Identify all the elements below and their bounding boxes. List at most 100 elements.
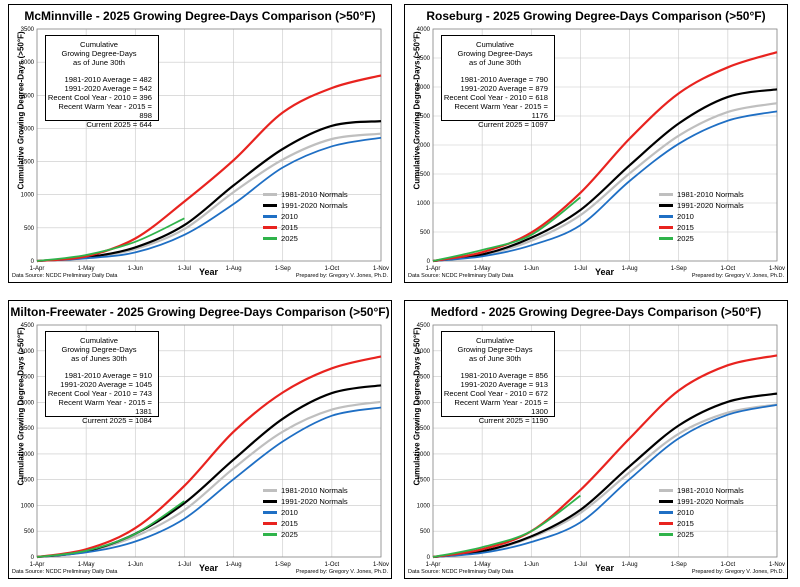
y-tick-label: 2500 (417, 426, 431, 432)
legend-swatch (263, 533, 277, 536)
legend-item: 2025 (263, 529, 348, 540)
chart-panel-mcminnville: 0 500 1000 1500 2000 2500 3000 3500 1-Apr 1-May 1-… (8, 4, 392, 283)
chart-panel-medford: 0 500 1000 1500 2000 2500 3000 3500 4000 4500 1-Ap… (404, 300, 788, 579)
chart-title: Roseburg - 2025 Growing Degree-Days Comp… (426, 9, 766, 23)
info-line: 1991-2020 Average = 879 (460, 84, 548, 93)
legend: 1981-2010 Normals 1991-2020 Normals 2010 20… (659, 485, 744, 540)
series-line-y2025 (36, 217, 185, 262)
plot-area (432, 324, 778, 558)
info-line: Recent Cool Year - 2010 = 396 (47, 93, 152, 102)
x-tick-label: 1-Sep (671, 266, 688, 272)
legend-label: 2025 (677, 530, 694, 539)
data-source-note: Data Source: NCDC Preliminary Daily Data (408, 273, 514, 279)
legend-item: 1981-2010 Normals (659, 189, 744, 200)
legend-item: 2015 (659, 518, 744, 529)
series-line-n9120 (432, 88, 778, 263)
chart-svg: 0 500 1000 1500 2000 2500 3000 3500 4000 4500 1-Ap… (21, 323, 389, 568)
legend-swatch (263, 204, 277, 207)
legend-swatch (659, 522, 673, 525)
legend-item: 2015 (263, 222, 348, 233)
legend-label: 2010 (677, 508, 694, 517)
info-line: Recent Cool Year - 2010 = 618 (443, 93, 548, 102)
y-axis-label: Cumulative Growing Degree-Days (>50°F) (16, 31, 26, 190)
y-tick-label: 4000 (417, 27, 431, 33)
chart-title: Milton-Freewater - 2025 Growing Degree-D… (10, 305, 390, 319)
info-line: 1981-2010 Average = 790 (460, 75, 548, 84)
info-line: Current 2025 = 1097 (478, 120, 548, 129)
y-tick-label: 4000 (417, 349, 431, 355)
y-tick-label: 500 (24, 529, 35, 535)
info-header-line: Cumulative (80, 336, 118, 345)
data-source-note: Data Source: NCDC Preliminary Daily Data (12, 569, 118, 575)
x-tick-label: 1-Nov (769, 266, 785, 272)
y-tick-label: 2000 (21, 126, 35, 132)
info-line: Recent Warm Year - 2015 = 1381 (58, 398, 152, 416)
legend-swatch (659, 193, 673, 196)
legend-label: 1991-2020 Normals (281, 201, 348, 210)
legend-label: 1981-2010 Normals (281, 486, 348, 495)
legend-item: 1991-2020 Normals (659, 496, 744, 507)
chart-svg: 0 500 1000 1500 2000 2500 3000 3500 1-Apr 1-May 1-… (21, 27, 389, 272)
legend-label: 1991-2020 Normals (677, 201, 744, 210)
chart-title: Medford - 2025 Growing Degree-Days Compa… (430, 305, 762, 319)
y-tick-label: 4500 (21, 323, 35, 329)
legend-item: 2010 (659, 507, 744, 518)
x-tick-label: 1-Aug (622, 266, 638, 272)
legend-label: 2010 (281, 212, 298, 221)
info-line: 1981-2010 Average = 910 (64, 371, 152, 380)
legend-label: 2025 (677, 234, 694, 243)
x-tick-label: 1-Jul (574, 266, 587, 272)
prepared-by-note: Prepared by: Gregory V. Jones, Ph.D. (295, 273, 388, 279)
x-axis-label: Year (199, 267, 219, 277)
x-tick-label: 1-Sep (671, 562, 688, 568)
plot-area (432, 28, 778, 262)
info-line: Recent Warm Year - 2015 = 1176 (454, 102, 548, 120)
x-tick-label: 1-Sep (275, 266, 292, 272)
info-line: Recent Cool Year - 2010 = 672 (443, 389, 548, 398)
legend-label: 2025 (281, 234, 298, 243)
series-line-n9120 (432, 392, 778, 559)
info-header-line: Growing Degree-Days (457, 49, 533, 58)
info-header-line: as of June 30th (469, 354, 521, 363)
legend-swatch (263, 193, 277, 196)
info-line: Current 2025 = 1190 (478, 416, 548, 425)
info-line: Current 2025 = 1084 (82, 416, 152, 425)
series-line-y2015 (36, 355, 382, 559)
y-tick-label: 1500 (417, 478, 431, 484)
legend-label: 2010 (281, 508, 298, 517)
y-tick-label: 3500 (21, 27, 35, 33)
info-line: Current 2025 = 644 (86, 120, 152, 129)
info-box: Cumulative Growing Degree-Days as of June … (441, 35, 555, 129)
legend-label: 2015 (281, 519, 298, 528)
x-tick-label: 1-Jun (524, 266, 539, 272)
legend-swatch (659, 533, 673, 536)
x-tick-label: 1-Apr (426, 562, 441, 568)
legend-label: 1981-2010 Normals (677, 486, 744, 495)
y-tick-label: 1500 (21, 160, 35, 166)
legend-swatch (263, 215, 277, 218)
legend-label: 1991-2020 Normals (677, 497, 744, 506)
y-tick-label: 500 (420, 529, 431, 535)
y-axis-label: Cumulative Growing Degree-Days (>50°F) (16, 327, 26, 486)
info-box: Cumulative Growing Degree-Days as of June … (441, 331, 555, 425)
plot-area (36, 324, 382, 558)
y-axis-label: Cumulative Growing Degree-Days (>50°F) (412, 327, 422, 486)
y-tick-label: 1000 (417, 201, 431, 207)
chart-panel-milton-freewater: 0 500 1000 1500 2000 2500 3000 3500 4000 4500 1-Ap… (8, 300, 392, 579)
x-axis-label: Year (199, 563, 219, 573)
y-tick-label: 1000 (21, 503, 35, 509)
legend-item: 2010 (263, 211, 348, 222)
info-header-line: as of June 30th (469, 58, 521, 67)
x-tick-label: 1-Jun (128, 266, 143, 272)
y-tick-label: 0 (427, 259, 431, 265)
data-source-note: Data Source: NCDC Preliminary Daily Data (12, 273, 118, 279)
info-box: Cumulative Growing Degree-Days as of Junes… (45, 331, 159, 425)
y-tick-label: 0 (31, 259, 35, 265)
series-line-y2025 (432, 494, 581, 558)
legend-swatch (659, 237, 673, 240)
x-tick-label: 1-Nov (373, 562, 389, 568)
x-axis-label: Year (595, 267, 615, 277)
x-tick-label: 1-Jul (178, 266, 191, 272)
legend-item: 2015 (263, 518, 348, 529)
legend-item: 2025 (263, 233, 348, 244)
